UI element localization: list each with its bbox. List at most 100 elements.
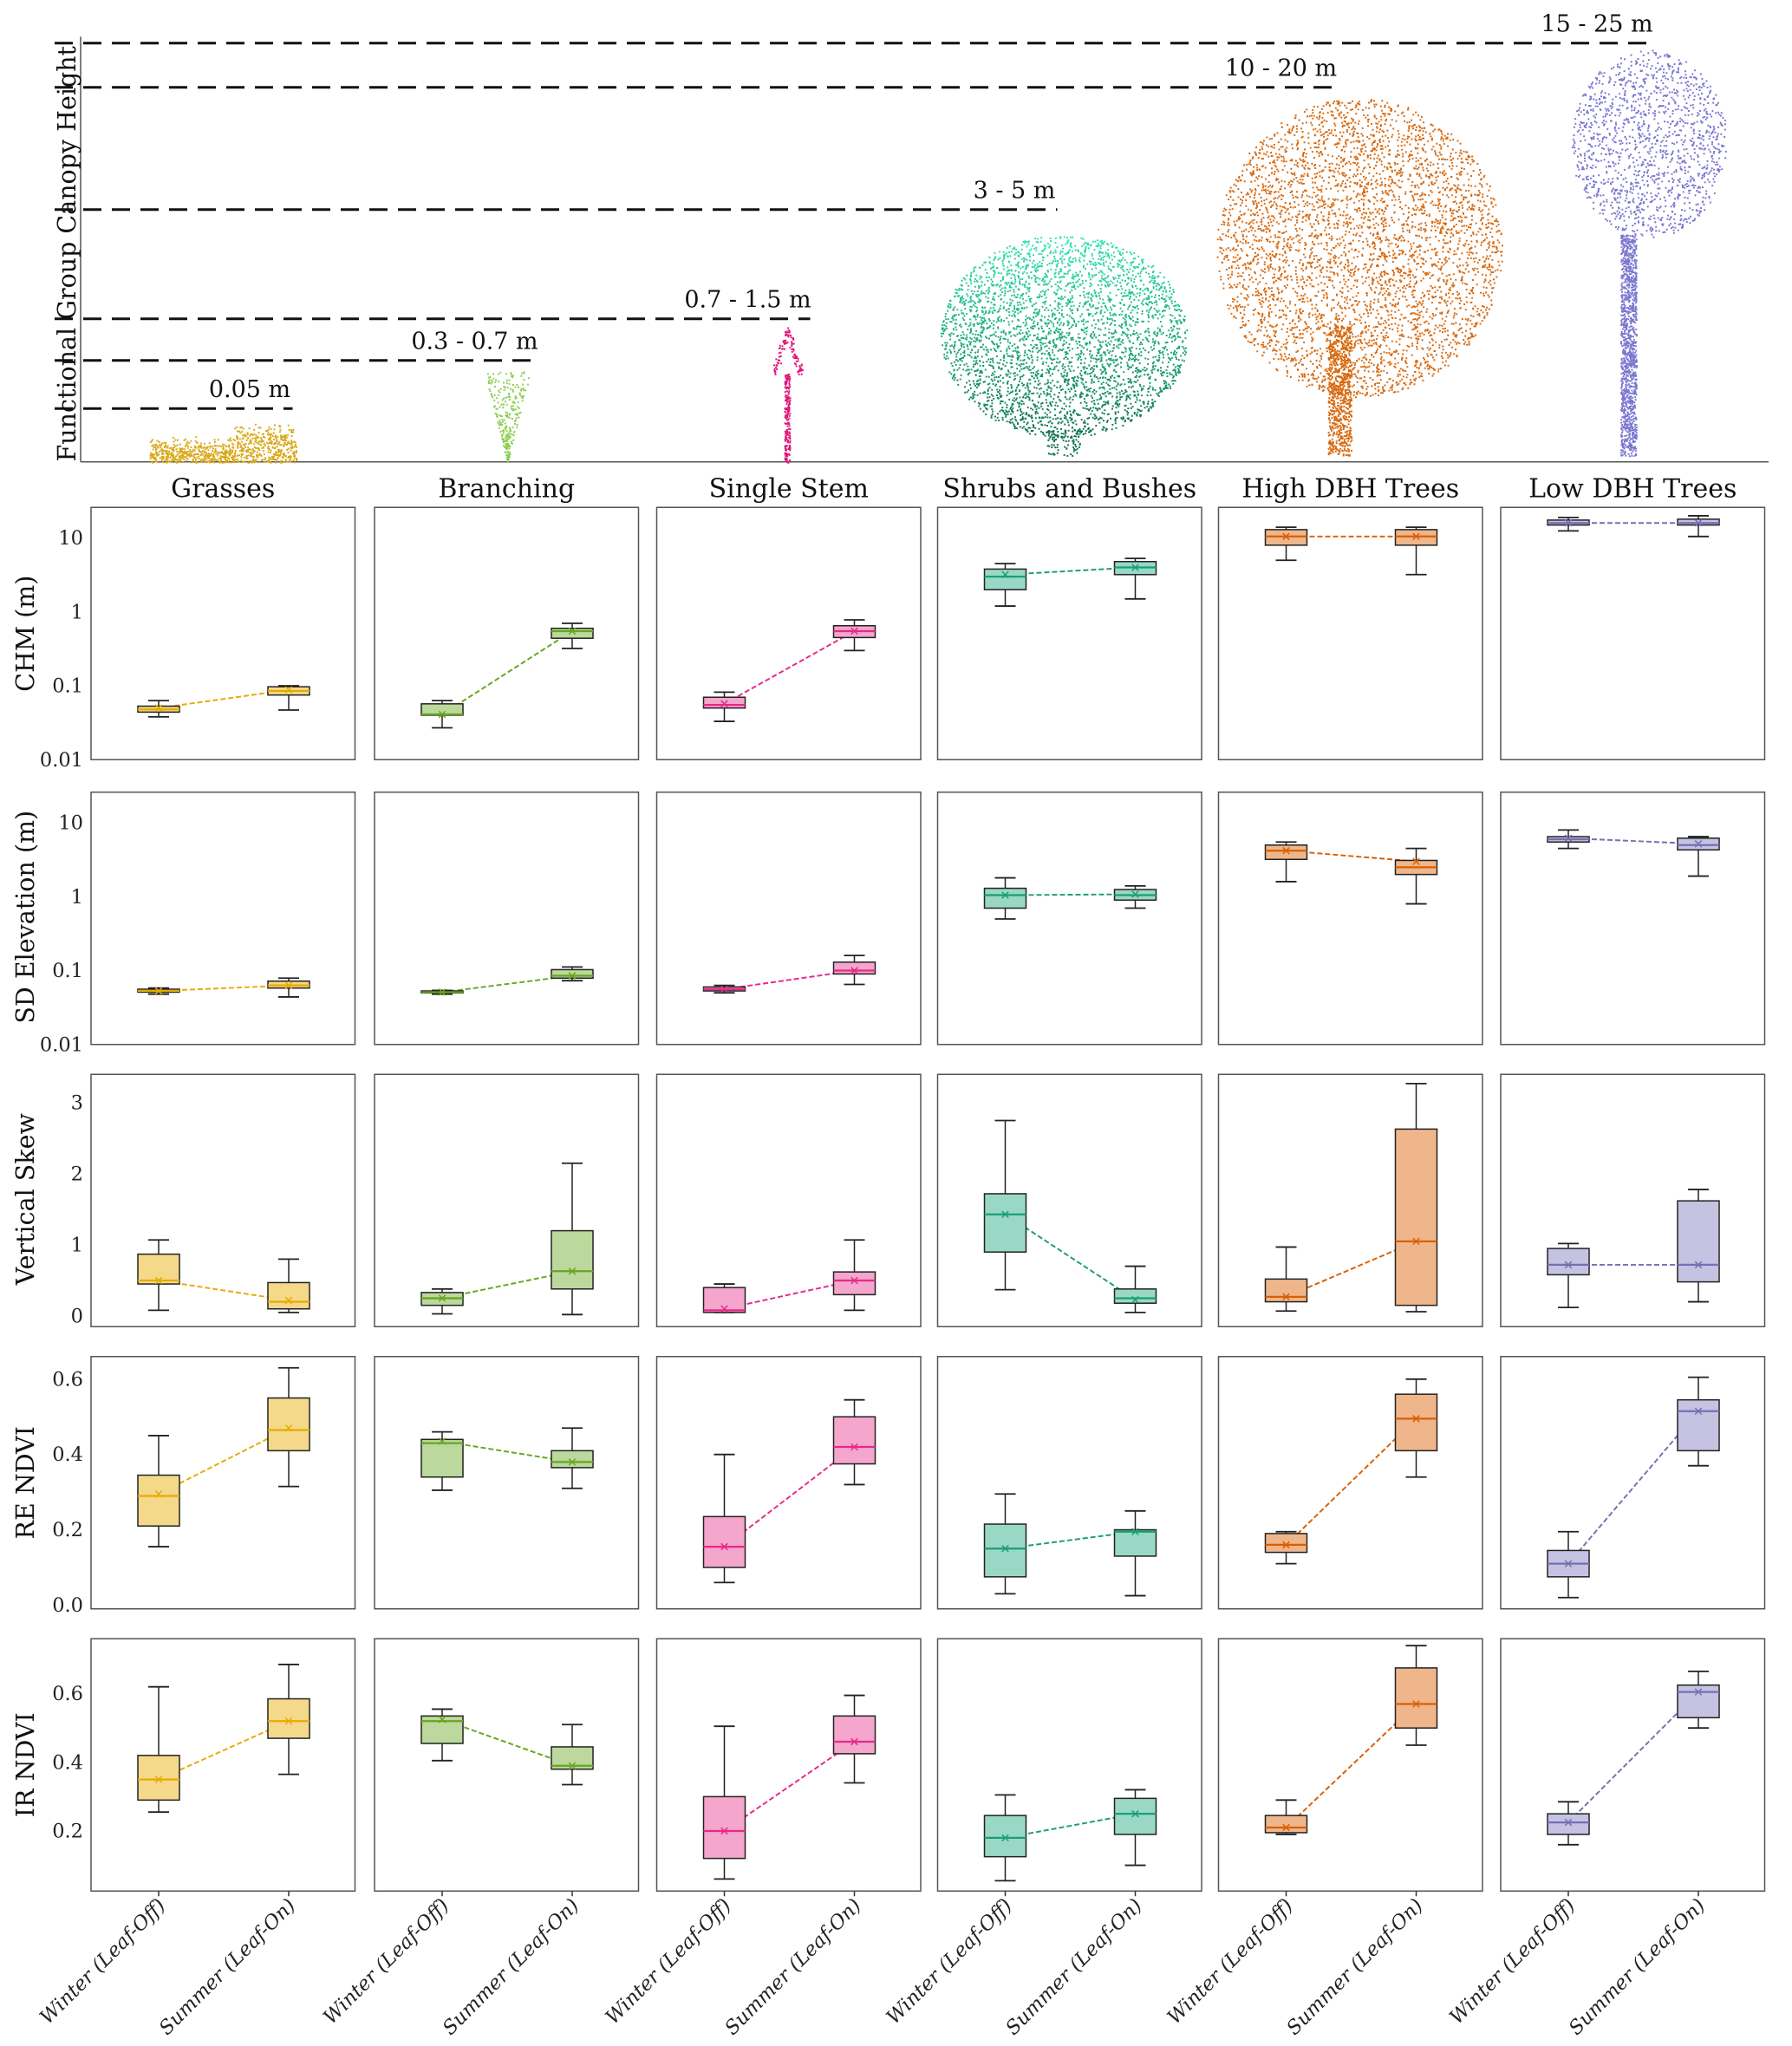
mean-trend-line: [1005, 566, 1136, 576]
panel-3-5: [1500, 1356, 1766, 1610]
point-cloud: [941, 236, 1189, 439]
x-tick-label: Summer (Leaf-On): [1001, 1894, 1147, 2040]
panel-2-5: [1500, 1073, 1766, 1327]
y-tick-label: 10: [58, 812, 83, 835]
mean-marker: [284, 981, 293, 989]
mean-trend-line: [724, 969, 855, 990]
y-tick-label: 0.01: [40, 1033, 83, 1056]
x-tick-label: Winter (Leaf-Off): [883, 1894, 1017, 2029]
mean-trend-line: [723, 1446, 856, 1548]
panel-2-0: [90, 1073, 356, 1327]
mean-trend-line: [441, 1440, 573, 1463]
y-tick-label: 1: [71, 1234, 83, 1256]
x-tick-label: Winter (Leaf-Off): [319, 1894, 453, 2029]
mean-trend-line: [1285, 1703, 1417, 1828]
panel-frame: [1500, 792, 1766, 1046]
y-axis-label: CHM (m): [11, 576, 40, 692]
point-cloud: [1571, 49, 1727, 458]
mean-marker: [1131, 890, 1139, 898]
panel-2-1: [374, 1073, 640, 1327]
panel-4-1: Winter (Leaf-Off)Summer (Leaf-On): [319, 1638, 640, 2040]
panel-2-4: [1217, 1073, 1483, 1327]
y-tick-label: 0.2: [52, 1519, 83, 1541]
mean-marker: [154, 1776, 163, 1783]
mean-marker: [568, 1267, 577, 1275]
panel-frame: [1500, 1356, 1766, 1610]
panel-0-3: [936, 506, 1202, 760]
box-iqr: [551, 1450, 594, 1469]
mean-marker: [720, 1305, 728, 1313]
mean-marker: [284, 1717, 293, 1725]
panel-frame: [1500, 1073, 1766, 1327]
y-tick-label: 0.6: [52, 1368, 83, 1391]
y-tick-label: 0.6: [52, 1683, 83, 1705]
mean-marker: [1694, 518, 1703, 527]
mean-trend-line: [158, 1720, 290, 1781]
y-tick-label: 10: [58, 527, 83, 550]
y-tick-label: 0.4: [52, 1443, 83, 1466]
panel-2-2: [655, 1073, 922, 1327]
mean-trend-line: [441, 1270, 573, 1300]
mean-trend-line: [1285, 1417, 1417, 1546]
panel-frame: [1217, 792, 1483, 1046]
mean-trend-line: [1005, 1813, 1136, 1839]
panel-4-3: Winter (Leaf-Off)Summer (Leaf-On): [883, 1638, 1202, 2040]
mean-marker: [438, 1294, 446, 1302]
panel-1-2: [655, 792, 922, 1046]
box-iqr: [832, 1271, 876, 1296]
box-iqr: [137, 1253, 180, 1285]
mean-marker: [850, 1737, 858, 1746]
panel-frame: [374, 506, 640, 760]
mean-marker: [1131, 1528, 1139, 1535]
panel-1-0: [90, 792, 356, 1046]
box-iqr: [1547, 1248, 1590, 1276]
mean-marker: [720, 1542, 728, 1551]
mean-marker: [1694, 1688, 1703, 1696]
box-iqr: [267, 1697, 310, 1739]
mean-marker: [850, 1443, 858, 1451]
mean-marker: [720, 985, 728, 994]
y-tick-label: 0.01: [40, 749, 83, 772]
panel-frame: [936, 1638, 1202, 1892]
mean-marker: [284, 1424, 293, 1432]
box-iqr: [551, 627, 594, 639]
box-iqr: [1264, 1533, 1308, 1554]
panel-frame: [90, 506, 356, 760]
panel-frame: [936, 792, 1202, 1046]
box-iqr: [1394, 1667, 1438, 1729]
box-iqr: [551, 968, 594, 980]
panel-3-3: [936, 1356, 1202, 1610]
panel-frame: [90, 1073, 356, 1327]
branching-point-cloud: [486, 371, 530, 463]
height-label: 15 - 25 m: [1541, 10, 1652, 37]
panel-frame: [655, 1073, 922, 1327]
box-iqr: [1113, 1528, 1157, 1557]
column-title-single-stem: Single Stem: [709, 473, 869, 504]
y-tick-label: 0.0: [52, 1594, 83, 1617]
y-tick-label: 0.1: [52, 675, 83, 698]
mean-marker: [720, 700, 728, 708]
panel-frame: [90, 792, 356, 1046]
panel-4-5: Winter (Leaf-Off)Summer (Leaf-On): [1445, 1638, 1766, 2040]
box-iqr: [1547, 1813, 1590, 1835]
mean-marker: [720, 1827, 728, 1835]
mean-marker: [1412, 1700, 1420, 1708]
height-label: 10 - 20 m: [1225, 55, 1337, 81]
panel-0-0: [90, 506, 356, 760]
box-iqr: [702, 1795, 746, 1860]
box-iqr: [551, 1229, 594, 1290]
panel-2-3: [936, 1073, 1202, 1327]
box-iqr: [137, 1474, 180, 1527]
mean-marker: [1001, 891, 1009, 899]
y-tick-label: 1: [71, 601, 83, 623]
panel-frame: [936, 1073, 1202, 1327]
mean-trend-line: [158, 1427, 290, 1495]
x-tick-label: Winter (Leaf-Off): [602, 1894, 736, 2029]
y-tick-label: 1: [71, 886, 83, 909]
point-cloud: [772, 327, 804, 464]
box-iqr: [420, 1438, 464, 1478]
panel-frame: [1217, 1073, 1483, 1327]
mean-marker: [438, 988, 446, 996]
panel-frame: [90, 1356, 356, 1610]
box-iqr: [1264, 844, 1308, 861]
